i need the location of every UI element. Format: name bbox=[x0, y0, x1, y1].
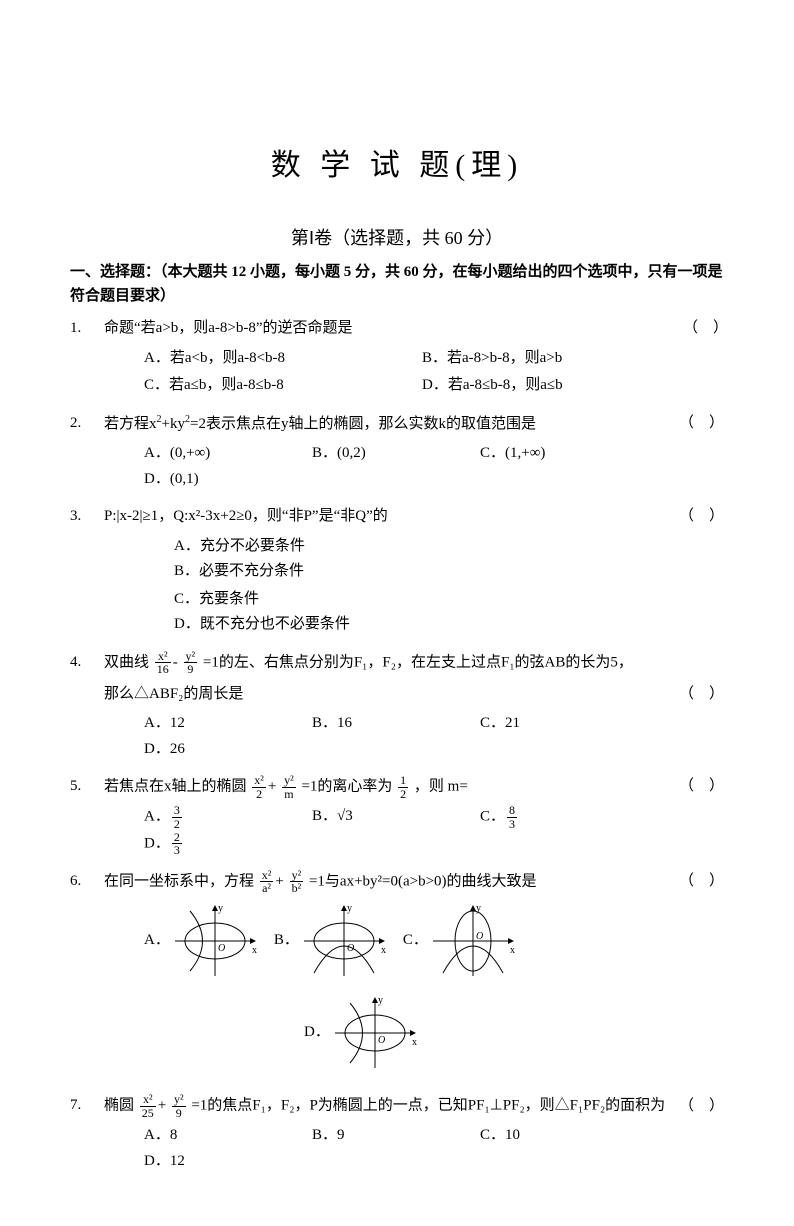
svg-text:O: O bbox=[378, 1035, 385, 1046]
q2-stem: 若方程x2+ky2=2表示焦点在y轴上的椭圆，那么实数k的取值范围是 bbox=[104, 416, 536, 432]
svg-text:x: x bbox=[510, 945, 515, 956]
svg-text:y: y bbox=[218, 903, 223, 914]
page-title: 数 学 试 题(理) bbox=[70, 140, 724, 184]
q6-opt-b: B． xy O bbox=[274, 901, 389, 981]
q3-opt-c: C．充要条件 bbox=[174, 587, 452, 613]
q1-stem: 命题“若a>b，则a-8>b-8”的逆否命题是 bbox=[104, 320, 353, 336]
q7-opt-b: B．9 bbox=[312, 1123, 480, 1149]
q4-stem: 双曲线 x²16- y²9 =1的左、右焦点分别为F₁，F₂，在左支上过点F₁的… bbox=[104, 650, 724, 676]
answer-paren: （ ） bbox=[679, 411, 724, 437]
answer-paren: （ ） bbox=[679, 1094, 724, 1120]
q1-opt-c: C．若a≤b，则a-8≤b-8 bbox=[144, 373, 422, 399]
q5-opt-d: D．23 bbox=[144, 831, 312, 857]
svg-text:x: x bbox=[381, 945, 386, 956]
answer-paren: （ ） bbox=[679, 869, 724, 895]
question-3: 3. P:|x-2|≥1，Q:x²-3x+2≥0，则“非P”是“非Q”的 （ ）… bbox=[70, 504, 724, 642]
q7-number: 7. bbox=[70, 1093, 104, 1119]
q4-opt-c: C．21 bbox=[480, 711, 648, 737]
q2-opt-a: A．(0,+∞) bbox=[144, 441, 312, 467]
q4-number: 4. bbox=[70, 650, 104, 676]
q6-stem: 在同一坐标系中，方程 x²a²+ y²b² =1与ax+by²=0(a>b>0)… bbox=[104, 869, 724, 895]
q2-opt-c: C．(1,+∞) bbox=[480, 441, 648, 467]
svg-text:x: x bbox=[412, 1037, 417, 1048]
q7-opt-d: D．12 bbox=[144, 1149, 312, 1175]
q3-number: 3. bbox=[70, 504, 104, 530]
question-2: 2. 若方程x2+ky2=2表示焦点在y轴上的椭圆，那么实数k的取值范围是 （ … bbox=[70, 411, 724, 497]
section-instructions: 一、选择题：（本大题共 12 小题，每小题 5 分，共 60 分，在每小题给出的… bbox=[70, 260, 724, 308]
q5-opt-a: A．32 bbox=[144, 804, 312, 830]
answer-paren: （ ） bbox=[683, 316, 728, 342]
q6-opt-d: D． xy O bbox=[304, 993, 420, 1073]
q7-opt-c: C．10 bbox=[480, 1123, 648, 1149]
q6-opt-c: C． xy O bbox=[403, 901, 518, 981]
question-7: 7. 椭圆 x²25+ y²9 =1的焦点F₁，F₂，P为椭圆上的一点，已知PF… bbox=[70, 1093, 724, 1178]
q3-opt-d: D．既不充分也不必要条件 bbox=[174, 612, 452, 638]
q1-opt-a: A．若a<b，则a-8<b-8 bbox=[144, 346, 422, 372]
answer-paren: （ ） bbox=[679, 504, 724, 530]
q1-opt-d: D．若a-8≤b-8，则a≤b bbox=[422, 373, 700, 399]
q4-opt-b: B．16 bbox=[312, 711, 480, 737]
q7-stem: 椭圆 x²25+ y²9 =1的焦点F₁，F₂，P为椭圆上的一点，已知PF₁⊥P… bbox=[104, 1093, 724, 1119]
q2-number: 2. bbox=[70, 411, 104, 437]
q1-number: 1. bbox=[70, 316, 104, 342]
question-5: 5. 若焦点在x轴上的椭圆 x²2+ y²m =1的离心率为 12 ，则 m= … bbox=[70, 774, 724, 861]
question-1: 1. 命题“若a>b，则a-8>b-8”的逆否命题是 （ ） A．若a<b，则a… bbox=[70, 316, 724, 403]
answer-paren: （ ） bbox=[679, 774, 724, 800]
q1-opt-b: B．若a-8>b-8，则a>b bbox=[422, 346, 700, 372]
q5-opt-c: C．83 bbox=[480, 804, 648, 830]
question-6: 6. 在同一坐标系中，方程 x²a²+ y²b² =1与ax+by²=0(a>b… bbox=[70, 869, 724, 1085]
graph-c-icon: xy O bbox=[428, 901, 518, 981]
question-4: 4. 双曲线 x²16- y²9 =1的左、右焦点分别为F₁，F₂，在左支上过点… bbox=[70, 650, 724, 767]
q3-opt-a: A．充分不必要条件 bbox=[174, 534, 452, 560]
q6-opt-a: A． xy O bbox=[144, 901, 260, 981]
q7-opt-a: A．8 bbox=[144, 1123, 312, 1149]
svg-text:O: O bbox=[218, 943, 225, 954]
svg-text:y: y bbox=[347, 903, 352, 914]
answer-paren: （ ） bbox=[679, 682, 724, 708]
graph-b-icon: xy O bbox=[299, 901, 389, 981]
q2-opt-b: B．(0,2) bbox=[312, 441, 480, 467]
q4-opt-a: A．12 bbox=[144, 711, 312, 737]
graph-a-icon: x y O bbox=[170, 901, 260, 981]
q5-stem: 若焦点在x轴上的椭圆 x²2+ y²m =1的离心率为 12 ，则 m= （ ） bbox=[104, 774, 724, 800]
q5-opt-b: B．√3 bbox=[312, 804, 480, 830]
svg-text:x: x bbox=[252, 945, 257, 956]
q3-stem: P:|x-2|≥1，Q:x²-3x+2≥0，则“非P”是“非Q”的 bbox=[104, 508, 388, 524]
q6-number: 6. bbox=[70, 869, 104, 895]
q2-opt-d: D．(0,1) bbox=[144, 467, 312, 493]
q3-opt-b: B．必要不充分条件 bbox=[174, 559, 452, 585]
section-subtitle: 第Ⅰ卷（选择题，共 60 分） bbox=[70, 224, 724, 250]
graph-d-icon: x y O bbox=[330, 993, 420, 1073]
q5-number: 5. bbox=[70, 774, 104, 800]
svg-text:O: O bbox=[476, 931, 483, 942]
svg-text:y: y bbox=[378, 995, 383, 1006]
q4-opt-d: D．26 bbox=[144, 737, 312, 763]
